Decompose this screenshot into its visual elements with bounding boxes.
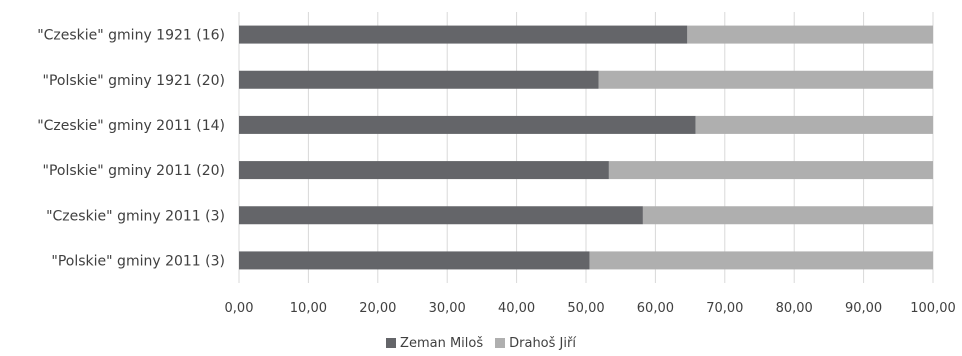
bar-segment-drahos [687,25,933,44]
bar-segment-drahos [642,206,933,225]
legend-item: Zeman Miloš [386,336,483,351]
x-tick-label: 60,00 [637,301,674,316]
bar-segment-zeman [239,25,688,44]
x-tick-label: 0,00 [225,301,254,316]
category-label: "Czeskie" gminy 2011 (3) [46,208,225,224]
legend-item: Drahoš Jiří [495,336,576,351]
x-tick-label: 50,00 [567,301,604,316]
legend-swatch [495,337,506,348]
bar-segment-zeman [239,70,599,89]
category-label: "Czeskie" gminy 1921 (16) [37,28,225,44]
legend-label: Drahoš Jiří [509,336,576,351]
x-tick-label: 100,00 [910,301,956,316]
bar-segment-zeman [239,206,643,225]
x-tick-label: 40,00 [498,301,535,316]
x-tick-label: 30,00 [429,301,466,316]
bar-segment-drahos [598,70,933,89]
category-label: "Polskie" gminy 2011 (20) [43,163,225,179]
x-tick-label: 10,00 [290,301,327,316]
x-tick-label: 70,00 [706,301,743,316]
x-tick-label: 80,00 [776,301,813,316]
chart-legend: Zeman Miloš Drahoš Jiří [0,336,962,351]
x-tick-label: 20,00 [359,301,396,316]
x-tick-label: 90,00 [845,301,882,316]
bar-segment-drahos [589,251,933,270]
legend-label: Zeman Miloš [400,336,484,351]
legend-swatch [386,337,397,348]
bar-segment-zeman [239,161,609,180]
category-label: "Polskie" gminy 1921 (20) [43,73,225,89]
category-label: "Czeskie" gminy 2011 (14) [37,118,225,134]
bar-segment-drahos [608,161,933,180]
category-label: "Polskie" gminy 2011 (3) [51,253,225,269]
bar-segment-zeman [239,115,696,134]
bar-segment-zeman [239,251,590,270]
bar-segment-drahos [695,115,933,134]
